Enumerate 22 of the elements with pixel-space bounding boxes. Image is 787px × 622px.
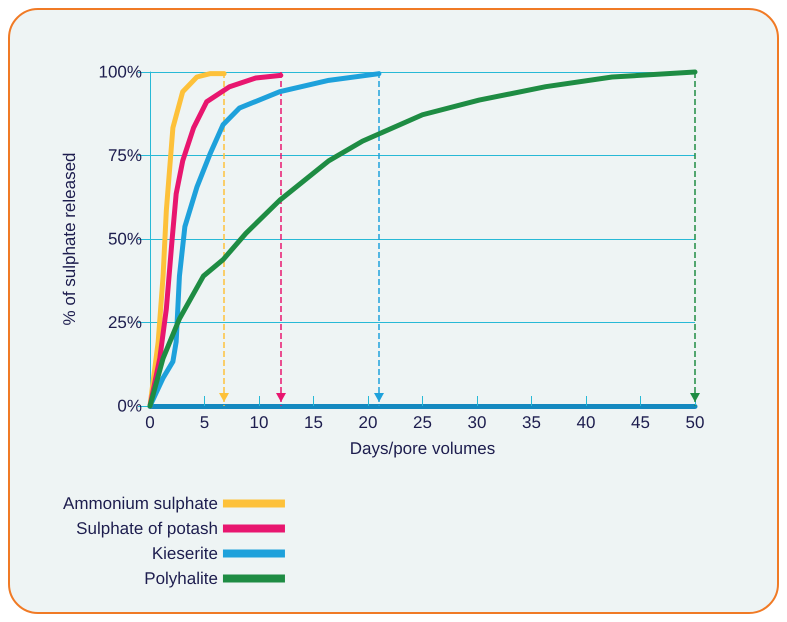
y-tick-label: 50% xyxy=(108,230,142,248)
x-tick-label: 45 xyxy=(631,413,650,432)
legend-label: Ammonium sulphate xyxy=(62,494,218,513)
x-axis-title: Days/pore volumes xyxy=(350,439,496,458)
y-tick-label: 75% xyxy=(108,146,142,165)
x-tick-label: 35 xyxy=(522,413,541,432)
x-tick-label: 10 xyxy=(250,413,268,432)
y-tick-label: 0% xyxy=(117,396,142,416)
x-tick-label: 40 xyxy=(576,413,596,432)
x-tick-label: 50 xyxy=(686,413,704,432)
y-axis-title: % of sulphate released xyxy=(60,152,79,326)
x-tick-label: 20 xyxy=(358,413,378,432)
legend-label: Polyhalite xyxy=(144,569,218,588)
x-tick-label: 0 xyxy=(145,413,155,432)
x-tick-label: 25 xyxy=(413,413,432,432)
x-tick-label: 15 xyxy=(304,413,323,432)
y-tick-label: 25% xyxy=(108,313,142,332)
x-tick-label: 30 xyxy=(468,413,486,432)
x-tick-label: 5 xyxy=(200,413,210,432)
y-tick-label: 100% xyxy=(98,62,142,82)
legend-label: Sulphate of potash xyxy=(76,519,218,538)
legend-label: Kieserite xyxy=(152,544,218,563)
